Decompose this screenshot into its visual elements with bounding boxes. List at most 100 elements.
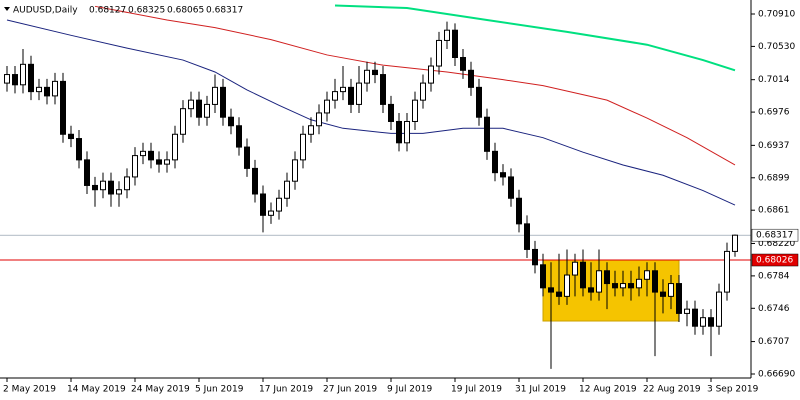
candle-body <box>340 86 346 93</box>
candle-body <box>268 210 274 216</box>
candle-body <box>332 91 338 101</box>
symbol: AUDUSD,Daily <box>13 6 78 16</box>
candle-body <box>84 159 90 186</box>
moving-average <box>94 5 736 166</box>
y-tick-label: 0.6707 <box>758 337 790 347</box>
candle-body <box>716 291 722 327</box>
candle-body <box>620 283 626 289</box>
candle-body <box>252 167 258 195</box>
current-price-label-box <box>751 228 799 242</box>
y-tick-label: 0.66690 <box>758 369 795 379</box>
candle-body <box>228 116 234 127</box>
candle-body <box>572 261 578 276</box>
candle-body <box>180 108 186 135</box>
candle-body <box>668 283 674 297</box>
candle-body <box>196 99 202 118</box>
candle-body <box>532 248 538 266</box>
candle-body <box>164 159 170 165</box>
candle-body <box>348 86 354 105</box>
candle-body <box>132 155 138 178</box>
candle-body <box>292 159 298 182</box>
candle-body <box>172 133 178 161</box>
level-label: 0.68026 <box>756 256 793 266</box>
y-tick-label: 0.70530 <box>758 42 795 52</box>
y-tick-label: 0.70910 <box>758 9 795 19</box>
candle-body <box>556 291 562 297</box>
x-tick-label: 5 Jun 2019 <box>195 385 244 395</box>
candle-body <box>508 176 514 199</box>
y-tick-label: 0.7014 <box>758 75 790 85</box>
symbol-icon <box>4 7 10 11</box>
current-price-label: 0.68317 <box>756 231 793 241</box>
candle-body <box>484 116 490 152</box>
candle-body <box>580 261 586 289</box>
candle-body <box>420 82 426 101</box>
candle-body <box>596 270 602 293</box>
candle-body <box>500 172 506 178</box>
candle-body <box>604 270 610 285</box>
candle-body <box>492 150 498 174</box>
moving-average <box>6 19 736 206</box>
moving-average <box>334 4 736 72</box>
candle-body <box>460 56 466 71</box>
candle-body <box>260 193 266 216</box>
x-tick-label: 3 Sep 2019 <box>707 385 759 395</box>
candle-body <box>628 283 634 289</box>
candle-body <box>36 86 42 93</box>
candle-body <box>436 39 442 67</box>
candle-body <box>100 180 106 191</box>
candle-body <box>324 99 330 114</box>
candle-body <box>68 133 74 140</box>
candle-body <box>660 291 666 297</box>
candle-body <box>396 120 402 144</box>
candle-body <box>316 112 322 127</box>
y-tick-label: 0.6899 <box>758 173 790 183</box>
candle-body <box>428 65 434 84</box>
header-open: 0.68127 <box>89 6 126 16</box>
level-label-box <box>751 253 799 267</box>
y-tick-label: 0.6937 <box>758 141 790 151</box>
candle-body <box>708 317 714 327</box>
candle-body <box>724 250 730 293</box>
candle-body <box>612 283 618 289</box>
y-tick-label: 0.6784 <box>758 271 790 281</box>
candle-body <box>380 74 386 105</box>
x-tick-label: 19 Jul 2019 <box>451 385 502 395</box>
candle-body <box>356 82 362 105</box>
y-tick-label: 0.6861 <box>758 206 790 216</box>
y-tick-label: 0.6976 <box>758 108 790 118</box>
y-tick-label: 0.6746 <box>758 304 790 314</box>
candle-body <box>444 29 450 41</box>
candle-body <box>636 278 642 289</box>
candle-body <box>4 74 10 84</box>
candle-body <box>244 146 250 169</box>
y-tick-label: 0.68220 <box>758 239 795 249</box>
header-high: 0.68325 <box>128 6 165 16</box>
candle-body <box>732 234 738 252</box>
candle-body <box>300 133 306 161</box>
candle-body <box>20 63 26 86</box>
candle-body <box>76 138 82 161</box>
candle-body <box>468 69 474 88</box>
candle-body <box>204 103 210 118</box>
candle-body <box>140 150 146 157</box>
candle-body <box>124 176 130 191</box>
x-tick-label: 31 Jul 2019 <box>515 385 566 395</box>
x-tick-label: 2 May 2019 <box>3 385 56 395</box>
candle-body <box>28 63 34 93</box>
candle-body <box>524 223 530 250</box>
x-tick-label: 14 May 2019 <box>67 385 126 395</box>
candle-body <box>540 264 546 289</box>
candle-body <box>236 125 242 148</box>
candle-body <box>52 80 58 97</box>
candle-body <box>364 69 370 84</box>
candle-body <box>564 274 570 297</box>
candle-body <box>676 283 682 314</box>
candle-body <box>476 86 482 118</box>
header-close: 0.68317 <box>206 6 243 16</box>
candle-body <box>452 29 458 58</box>
candle-body <box>652 270 658 293</box>
candle-body <box>116 189 122 195</box>
